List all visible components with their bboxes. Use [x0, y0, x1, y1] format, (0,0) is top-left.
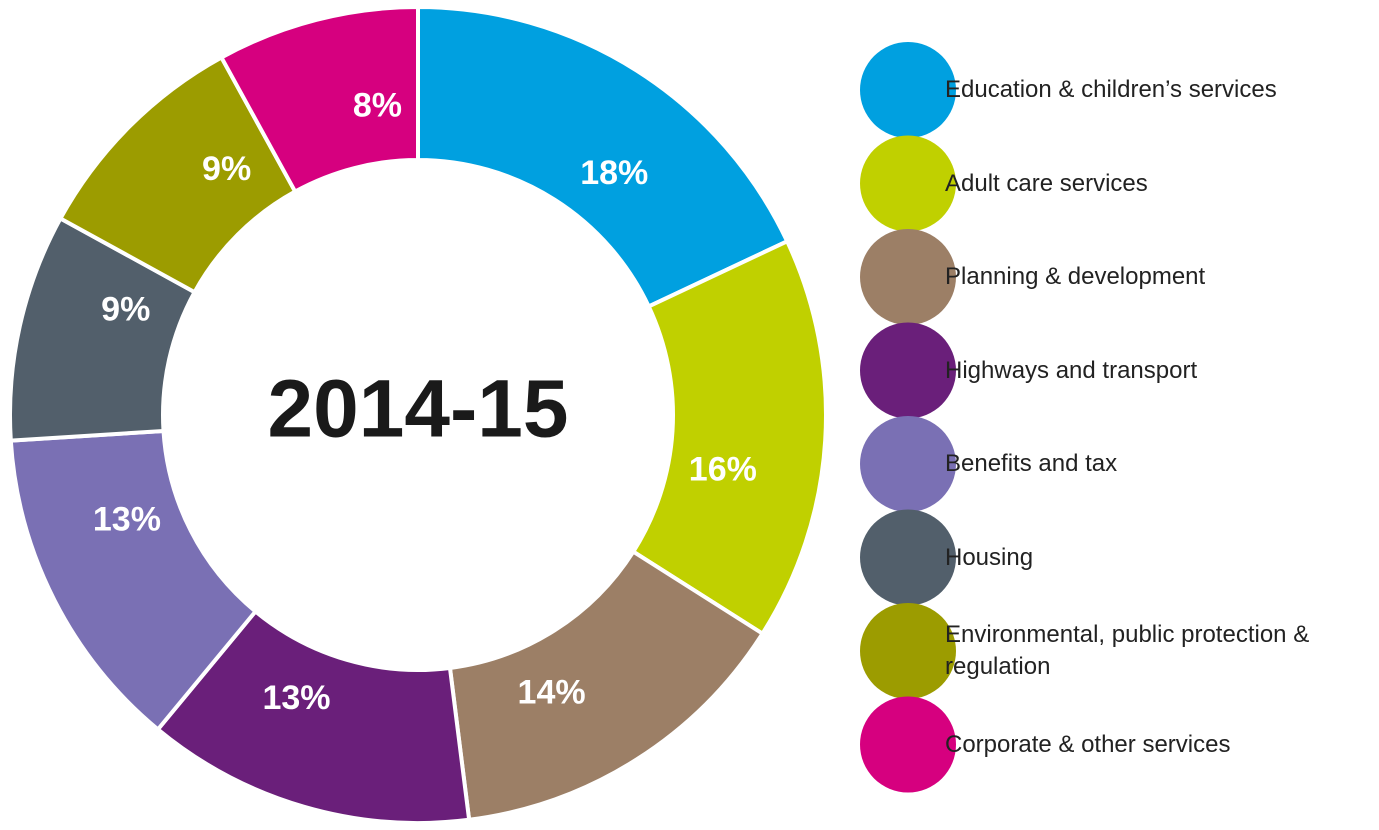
legend-label: Adult care services [945, 169, 1148, 197]
donut-segment [630, 238, 828, 637]
value-label: 14% [518, 674, 586, 712]
legend-label: Education & children’s services [945, 76, 1277, 103]
legend-label: Housing [945, 543, 1034, 571]
legend-swatch [860, 135, 956, 232]
legend-swatch [860, 42, 956, 138]
value-label: 13% [262, 679, 330, 717]
value-label: 8% [353, 87, 402, 125]
legend-label: Highways and transport [945, 356, 1198, 384]
legend-swatch [860, 229, 956, 325]
chart-title: 2014-15 [268, 364, 569, 455]
legend-label: Benefits and tax [945, 450, 1118, 477]
value-label: 13% [93, 501, 161, 539]
legend-label: Corporate & other services [945, 730, 1231, 758]
value-label: 16% [689, 450, 757, 488]
value-label: 18% [580, 154, 648, 192]
value-label: 9% [202, 150, 251, 188]
legend-swatch [860, 696, 956, 793]
legend-label: Environmental, public protection & regul… [945, 621, 1310, 680]
legend-swatch [860, 322, 956, 419]
donut-segment [447, 548, 766, 823]
legend-swatch [860, 416, 956, 512]
legend-swatch [860, 509, 956, 606]
value-label: 9% [101, 291, 150, 329]
donut-segment [416, 4, 790, 310]
donut-segment [218, 4, 420, 195]
legend-swatch [860, 603, 956, 699]
legend-label: Planning & development [945, 263, 1206, 290]
